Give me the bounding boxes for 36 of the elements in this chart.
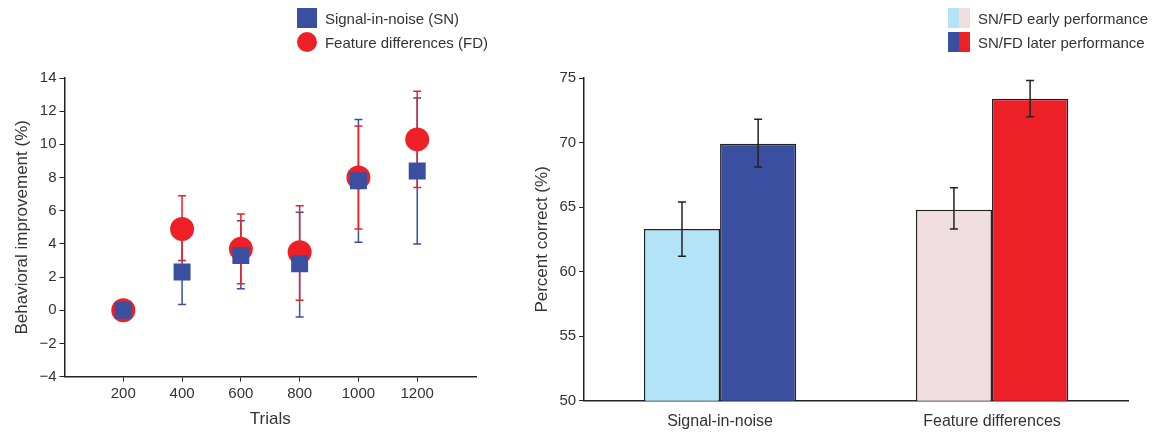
y-tick-label: 65 xyxy=(559,197,577,215)
x-tick-label: 1000 xyxy=(341,383,376,401)
x-tick-label: 200 xyxy=(110,383,136,401)
point xyxy=(405,127,430,152)
y-tick-label: 70 xyxy=(559,132,577,150)
y-tick-label: 60 xyxy=(559,261,577,279)
y-tick-label: 10 xyxy=(39,134,57,152)
y-tick-label: 12 xyxy=(39,101,57,119)
y-tick-label: 75 xyxy=(559,68,577,86)
point xyxy=(408,162,426,180)
x-tick-label: 600 xyxy=(228,383,254,401)
point xyxy=(173,263,191,281)
x-tick-label: 400 xyxy=(169,383,195,401)
y-tick-label: 8 xyxy=(48,167,57,185)
y-tick-label: −4 xyxy=(39,366,57,384)
x-tick-label: 1200 xyxy=(400,383,434,401)
y-tick-label: 6 xyxy=(48,200,57,218)
y-tick-label: 2 xyxy=(48,267,57,285)
y-tick-label: −2 xyxy=(39,333,57,351)
y-tick-label: 4 xyxy=(48,234,57,252)
y-tick-label: 55 xyxy=(559,326,577,344)
legend-label: Feature differences (FD) xyxy=(324,33,488,51)
point xyxy=(291,255,309,273)
y-tick-label: 0 xyxy=(48,300,57,318)
x-tick-label: Feature differences xyxy=(923,411,1061,429)
legend-label: SN/FD early performance xyxy=(977,9,1148,27)
point xyxy=(170,216,195,241)
legend-label: Signal-in-noise (SN) xyxy=(324,9,460,27)
y-tick-label: 14 xyxy=(39,68,57,86)
y-axis-title: Percent correct (%) xyxy=(531,166,551,313)
y-tick-label: 50 xyxy=(559,390,577,408)
y-axis-title: Behavioral improvement (%) xyxy=(11,120,31,335)
legend-label: SN/FD later performance xyxy=(977,33,1145,51)
x-tick-label: 800 xyxy=(287,383,313,401)
x-axis-title: Trials xyxy=(249,409,291,429)
x-tick-label: Signal-in-noise xyxy=(667,411,774,429)
